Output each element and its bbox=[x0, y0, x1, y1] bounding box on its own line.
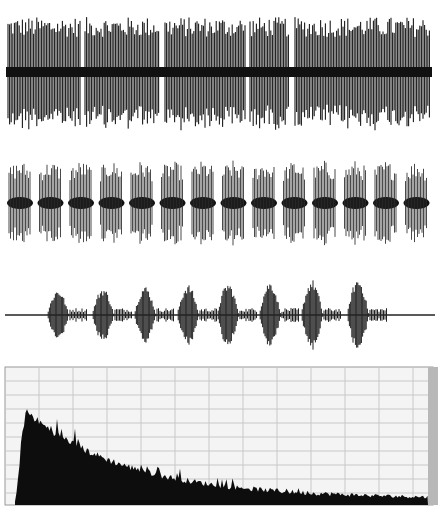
waveform-figure bbox=[0, 0, 439, 507]
scale-bar bbox=[428, 367, 438, 505]
waveform-panel-1 bbox=[6, 17, 432, 130]
spectrum-panel bbox=[5, 367, 438, 505]
waveform-1-core bbox=[6, 67, 432, 77]
